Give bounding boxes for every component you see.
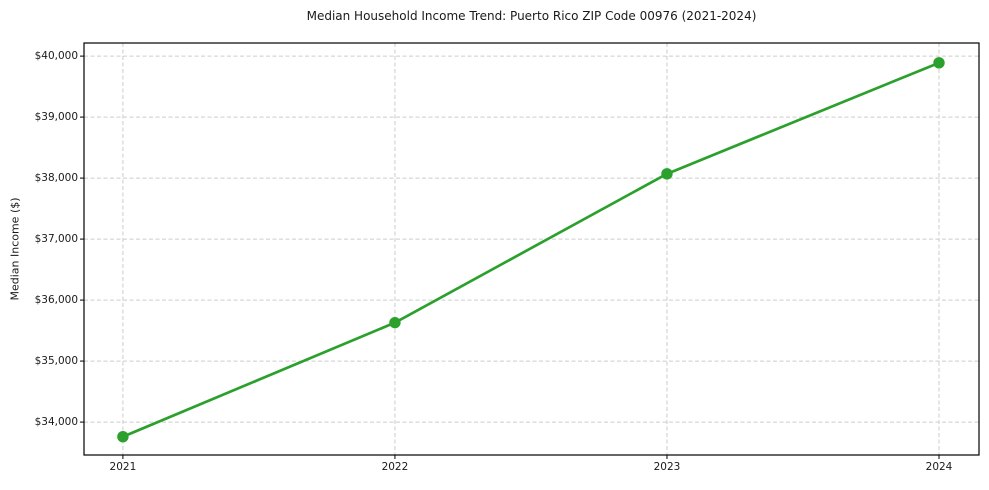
x-tick-label: 2021: [109, 461, 137, 473]
data-point-marker: [389, 316, 401, 329]
data-line: [121, 61, 941, 439]
data-point-marker: [933, 57, 945, 69]
y-tick-label: $38,000: [34, 172, 78, 185]
chart-title: Median Household Income Trend: Puerto Ri…: [306, 9, 757, 23]
x-tick-label: 2022: [381, 461, 409, 473]
y-tick-label: $39,000: [34, 111, 78, 124]
plot-border: [83, 42, 980, 456]
y-tick-label: $36,000: [34, 294, 78, 307]
data-point-marker: [117, 431, 129, 443]
y-tick-label: $40,000: [34, 50, 78, 63]
y-tick-label: $35,000: [34, 355, 78, 368]
data-point-marker: [661, 168, 673, 180]
y-tick-label: $37,000: [34, 233, 78, 246]
x-tick-label: 2024: [925, 461, 953, 473]
y-tick-label: $34,000: [34, 416, 78, 429]
x-tick-label: 2023: [653, 461, 681, 473]
